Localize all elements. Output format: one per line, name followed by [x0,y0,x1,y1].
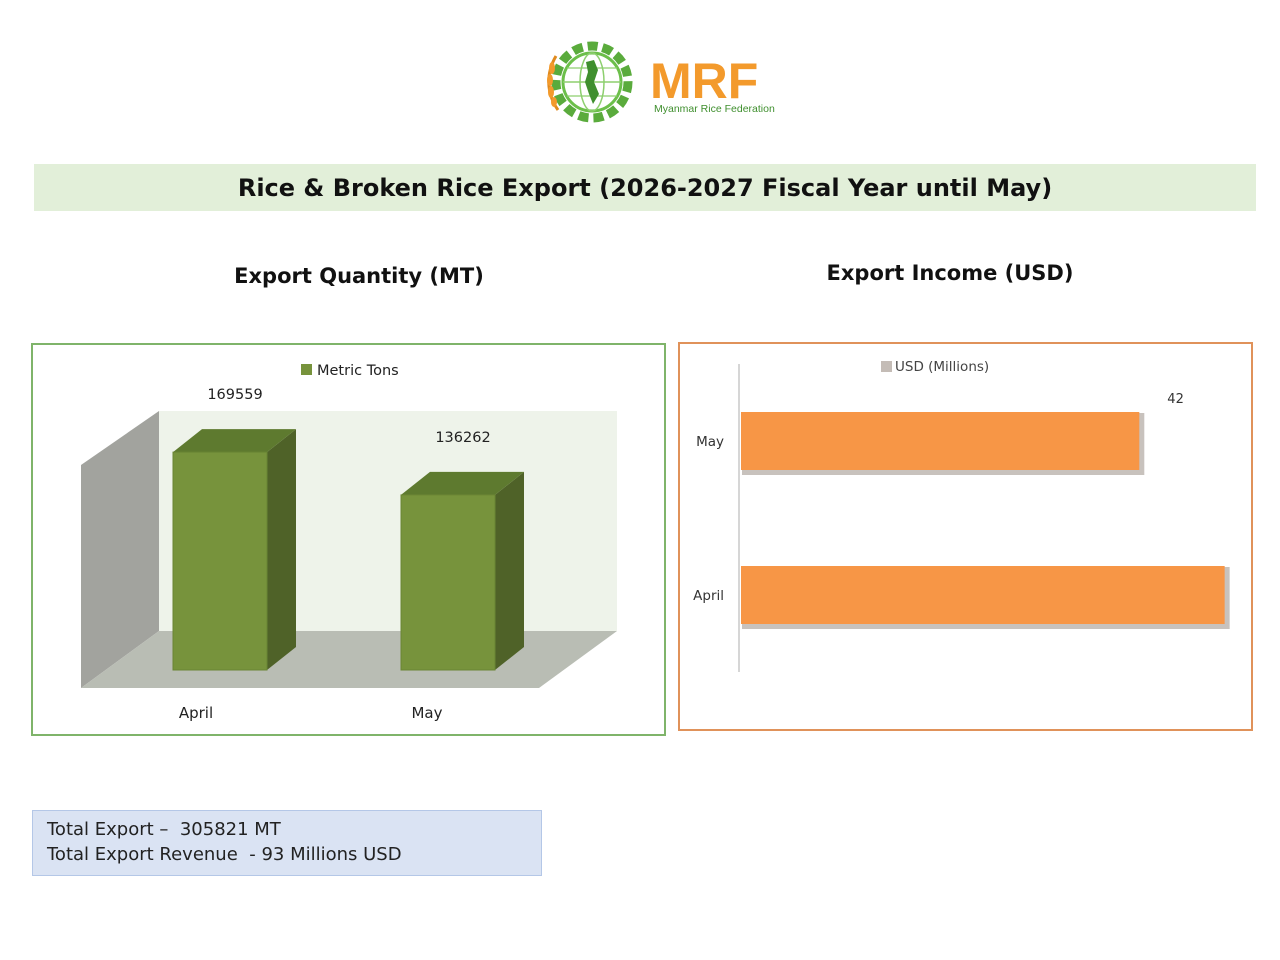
quantity-chart-bars: 169559 136262 [172,387,524,671]
bar-april: 51April [693,566,1230,629]
data-label-april: 169559 [207,387,262,403]
income-chart-plot: USD (Millions) 51April 42 May [693,359,1230,672]
bar-may: 136262 [400,430,524,671]
mrf-logo: MRF Myanmar Rice Federation [547,41,775,123]
legend-label-metric-tons: Metric Tons [317,363,399,379]
bar-side [267,429,296,670]
y-tick-label-may: May [696,434,724,450]
bar-front [172,451,268,671]
bar-side [495,471,524,670]
total-revenue-text: Total Export Revenue - 93 Millions USD [47,844,402,865]
income-chart-title: Export Income (USD) [826,261,1074,285]
bar-front [400,494,496,671]
bar-fill [741,566,1225,624]
legend-swatch-metric-tons [301,364,312,375]
logo-wordmark: MRF [650,53,758,109]
quantity-chart-walls [81,411,617,688]
legend-label-usd: USD (Millions) [895,359,989,375]
floor [81,631,617,688]
bar-april: 169559 [172,387,296,671]
bar-fill [741,412,1140,470]
income-chart-bars: 51April 42 May [693,392,1230,629]
gear-globe-icon [551,41,633,123]
quantity-chart: Metric Tons 169559 136262 April May [31,343,666,736]
totals-summary: Total Export – 305821 MT Total Export Re… [32,810,542,876]
legend-swatch-usd [881,361,892,372]
income-chart-legend: USD (Millions) [881,359,989,375]
rice-stalk-icon [547,55,560,111]
quantity-chart-plot: Metric Tons 169559 136262 April May [81,363,617,722]
title-band: Rice & Broken Rice Export (2026-2027 Fis… [34,164,1256,211]
income-chart: USD (Millions) 51April 42 May [678,342,1253,731]
bar-top [401,471,524,495]
quantity-chart-legend: Metric Tons [301,363,399,379]
bar-top [173,429,296,453]
bar-may: 42 May [696,392,1184,475]
total-export-text: Total Export – 305821 MT [47,819,281,840]
side-wall [81,411,159,688]
data-label-may: 136262 [435,430,490,446]
y-tick-label-april: April [693,588,724,604]
data-label-may: 42 [1167,392,1184,407]
quantity-chart-x-axis: April May [179,704,443,722]
page-title: Rice & Broken Rice Export (2026-2027 Fis… [237,173,1053,202]
quantity-chart-title: Export Quantity (MT) [234,264,484,288]
x-tick-label-may: May [411,704,442,722]
x-tick-label-april: April [179,704,213,722]
logo-subtitle: Myanmar Rice Federation [654,103,775,115]
